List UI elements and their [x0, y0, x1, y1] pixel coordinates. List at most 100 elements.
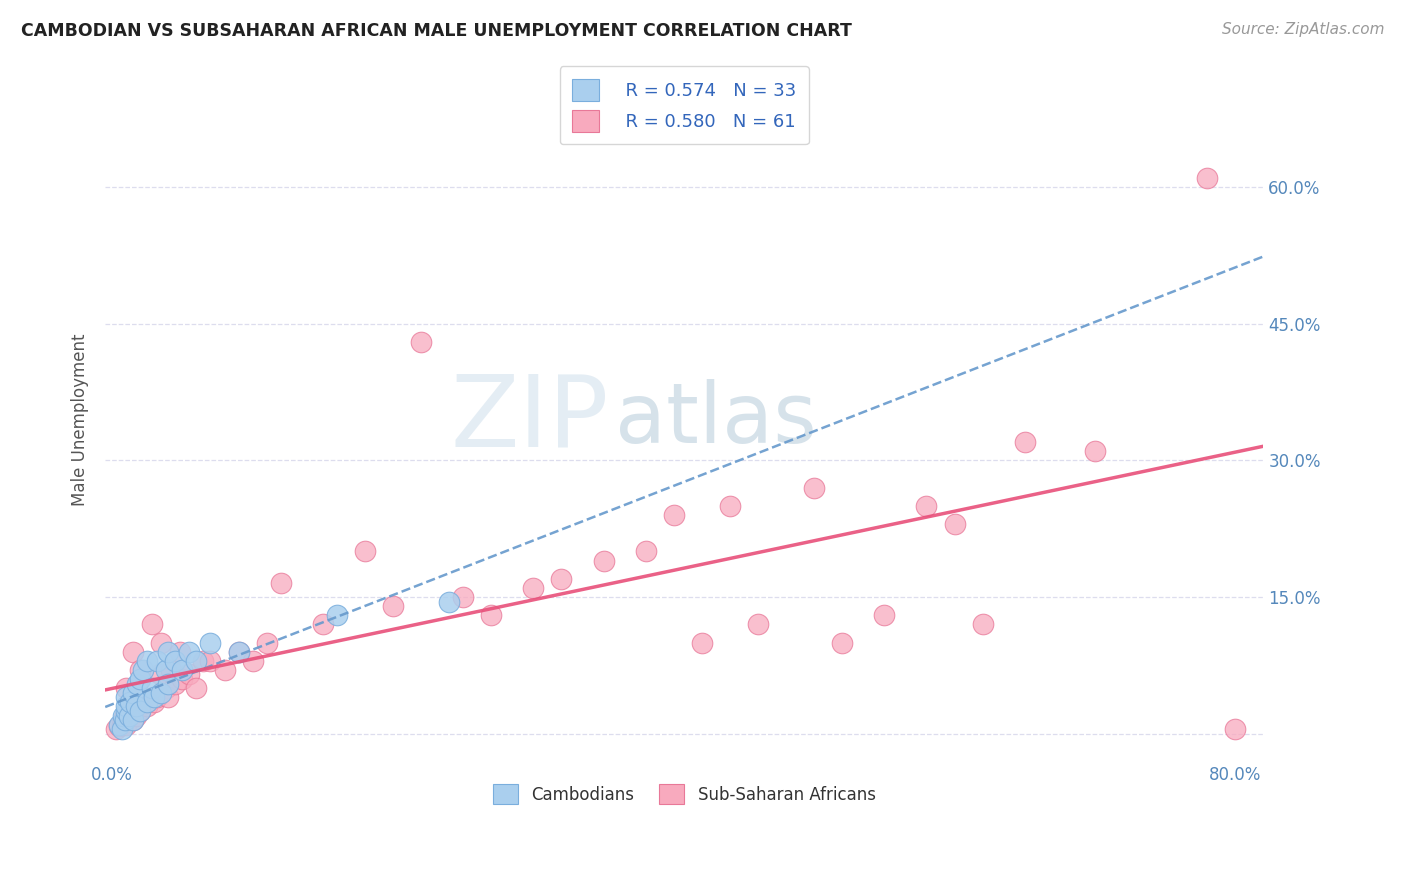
Point [157, 676, 180, 690]
Point [165, 654, 187, 668]
Point [718, 499, 741, 513]
Point [115, 699, 138, 714]
Point [125, 699, 148, 714]
Point [136, 699, 159, 714]
Point [120, 695, 142, 709]
Point [157, 690, 180, 705]
Point [157, 645, 180, 659]
Point [409, 334, 432, 349]
Point [150, 686, 173, 700]
Point [118, 708, 141, 723]
Point [155, 681, 177, 695]
Point [1014, 435, 1036, 450]
Text: ZIP: ZIP [450, 371, 609, 467]
Point [1225, 722, 1247, 736]
Point [141, 617, 163, 632]
Point [1084, 444, 1107, 458]
Point [169, 645, 191, 659]
Point [479, 608, 502, 623]
Point [831, 635, 853, 649]
Point [114, 713, 136, 727]
Point [382, 599, 405, 614]
Point [122, 713, 145, 727]
Point [149, 667, 172, 681]
Point [873, 608, 896, 623]
Point [111, 722, 134, 736]
Point [592, 553, 614, 567]
Point [1197, 170, 1219, 185]
Point [115, 704, 138, 718]
Point [146, 654, 169, 668]
Point [122, 686, 145, 700]
Point [803, 481, 825, 495]
Point [115, 690, 138, 705]
Y-axis label: Male Unemployment: Male Unemployment [72, 333, 89, 506]
Point [127, 676, 149, 690]
Point [256, 635, 278, 649]
Point [312, 617, 335, 632]
Point [915, 499, 938, 513]
Point [200, 635, 222, 649]
Point [136, 654, 159, 668]
Point [129, 704, 152, 718]
Point [354, 544, 377, 558]
Text: CAMBODIAN VS SUBSAHARAN AFRICAN MALE UNEMPLOYMENT CORRELATION CHART: CAMBODIAN VS SUBSAHARAN AFRICAN MALE UNE… [21, 22, 852, 40]
Point [193, 654, 215, 668]
Point [129, 704, 152, 718]
Point [155, 663, 177, 677]
Point [228, 645, 250, 659]
Point [114, 708, 136, 723]
Point [141, 681, 163, 695]
Point [186, 681, 208, 695]
Point [179, 645, 201, 659]
Point [943, 517, 966, 532]
Point [129, 672, 152, 686]
Point [214, 663, 236, 677]
Point [143, 690, 166, 705]
Point [172, 672, 194, 686]
Point [326, 608, 349, 623]
Point [129, 663, 152, 677]
Point [115, 681, 138, 695]
Point [270, 576, 292, 591]
Text: Source: ZipAtlas.com: Source: ZipAtlas.com [1222, 22, 1385, 37]
Point [132, 690, 155, 705]
Point [690, 635, 713, 649]
Point [437, 594, 460, 608]
Point [120, 704, 142, 718]
Point [122, 713, 145, 727]
Point [132, 663, 155, 677]
Text: atlas: atlas [614, 379, 817, 459]
Point [186, 654, 208, 668]
Point [550, 572, 572, 586]
Point [143, 695, 166, 709]
Point [118, 708, 141, 723]
Point [125, 708, 148, 723]
Legend: Cambodians, Sub-Saharan Africans: Cambodians, Sub-Saharan Africans [482, 774, 886, 814]
Point [146, 690, 169, 705]
Point [972, 617, 994, 632]
Point [200, 654, 222, 668]
Point [451, 590, 474, 604]
Point [160, 663, 183, 677]
Point [105, 722, 128, 736]
Point [634, 544, 657, 558]
Point [115, 717, 138, 731]
Point [127, 699, 149, 714]
Point [662, 508, 685, 522]
Point [242, 654, 264, 668]
Point [111, 717, 134, 731]
Point [172, 663, 194, 677]
Point [179, 667, 201, 681]
Point [122, 645, 145, 659]
Point [112, 708, 135, 723]
Point [108, 719, 131, 733]
Point [747, 617, 769, 632]
Point [136, 695, 159, 709]
Point [112, 713, 135, 727]
Point [228, 645, 250, 659]
Point [108, 717, 131, 731]
Point [522, 581, 544, 595]
Point [165, 676, 187, 690]
Point [150, 635, 173, 649]
